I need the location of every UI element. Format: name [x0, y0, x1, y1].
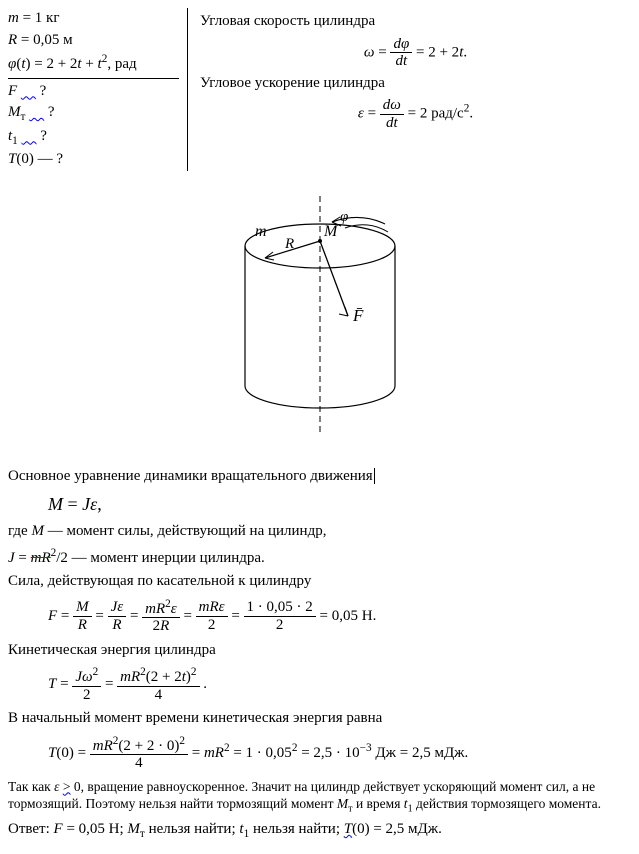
- answer: Ответ: F = 0,05 Н; Mт нельзя найти; t1 н…: [8, 820, 631, 842]
- force-formula: F = MR = JεR = mR2ε2R = mRε2 = 1 · 0,05 …: [48, 598, 631, 635]
- main-equation-label: Основное уравнение динамики вращательног…: [8, 467, 631, 487]
- angular-acceleration-label: Угловое ускорение цилиндра: [200, 74, 631, 94]
- top-section: m = 1 кг R = 0,05 м φ(t) = 2 + 2t + t2, …: [8, 8, 631, 171]
- cylinder-diagram: m Mφ R F̄: [8, 186, 631, 453]
- main-equation: M = Jε,: [48, 493, 631, 516]
- given-divider: [8, 78, 179, 79]
- svg-text:F̄: F̄: [352, 306, 364, 325]
- find-energy: T(0) — ?: [8, 149, 179, 171]
- kinetic-energy-formula: T = Jω22 = mR2(2 + 2t)24 .: [48, 666, 631, 703]
- find-moment: Mт ?: [8, 102, 179, 126]
- given-radius: R = 0,05 м: [8, 30, 179, 52]
- svg-text:m: m: [255, 223, 267, 240]
- solution-column: Угловая скорость цилиндра ω = dφdt = 2 +…: [188, 8, 631, 171]
- svg-text:R: R: [284, 236, 294, 252]
- cylinder-svg: m Mφ R F̄: [190, 186, 450, 446]
- given-column: m = 1 кг R = 0,05 м φ(t) = 2 + 2t + t2, …: [8, 8, 188, 171]
- angular-acceleration-formula: ε = dωdt = 2 рад/с2.: [200, 97, 631, 131]
- where-moment: где M — момент силы, действующий на цили…: [8, 522, 631, 542]
- find-force: F ?: [8, 81, 179, 103]
- find-time: t1 ?: [8, 126, 179, 150]
- svg-text:M: M: [323, 223, 339, 240]
- given-mass: m = 1 кг: [8, 8, 179, 30]
- t0-formula: T(0) = mR2(2 + 2 · 0)24 = mR2 = 1 · 0,05…: [48, 735, 631, 772]
- t0-label: В начальный момент времени кинетическая …: [8, 709, 631, 729]
- conclusion: Так как ε > 0, вращение равноускоренное.…: [8, 778, 631, 816]
- svg-text:φ: φ: [340, 209, 348, 225]
- where-inertia: J = mR2/2 — момент инерции цилиндра.: [8, 546, 631, 569]
- angular-velocity-label: Угловая скорость цилиндра: [200, 12, 631, 32]
- kinetic-energy-label: Кинетическая энергия цилиндра: [8, 641, 631, 661]
- force-label: Сила, действующая по касательной к цилин…: [8, 572, 631, 592]
- given-phi: φ(t) = 2 + 2t + t2, рад: [8, 51, 179, 76]
- angular-velocity-formula: ω = dφdt = 2 + 2t.: [200, 36, 631, 70]
